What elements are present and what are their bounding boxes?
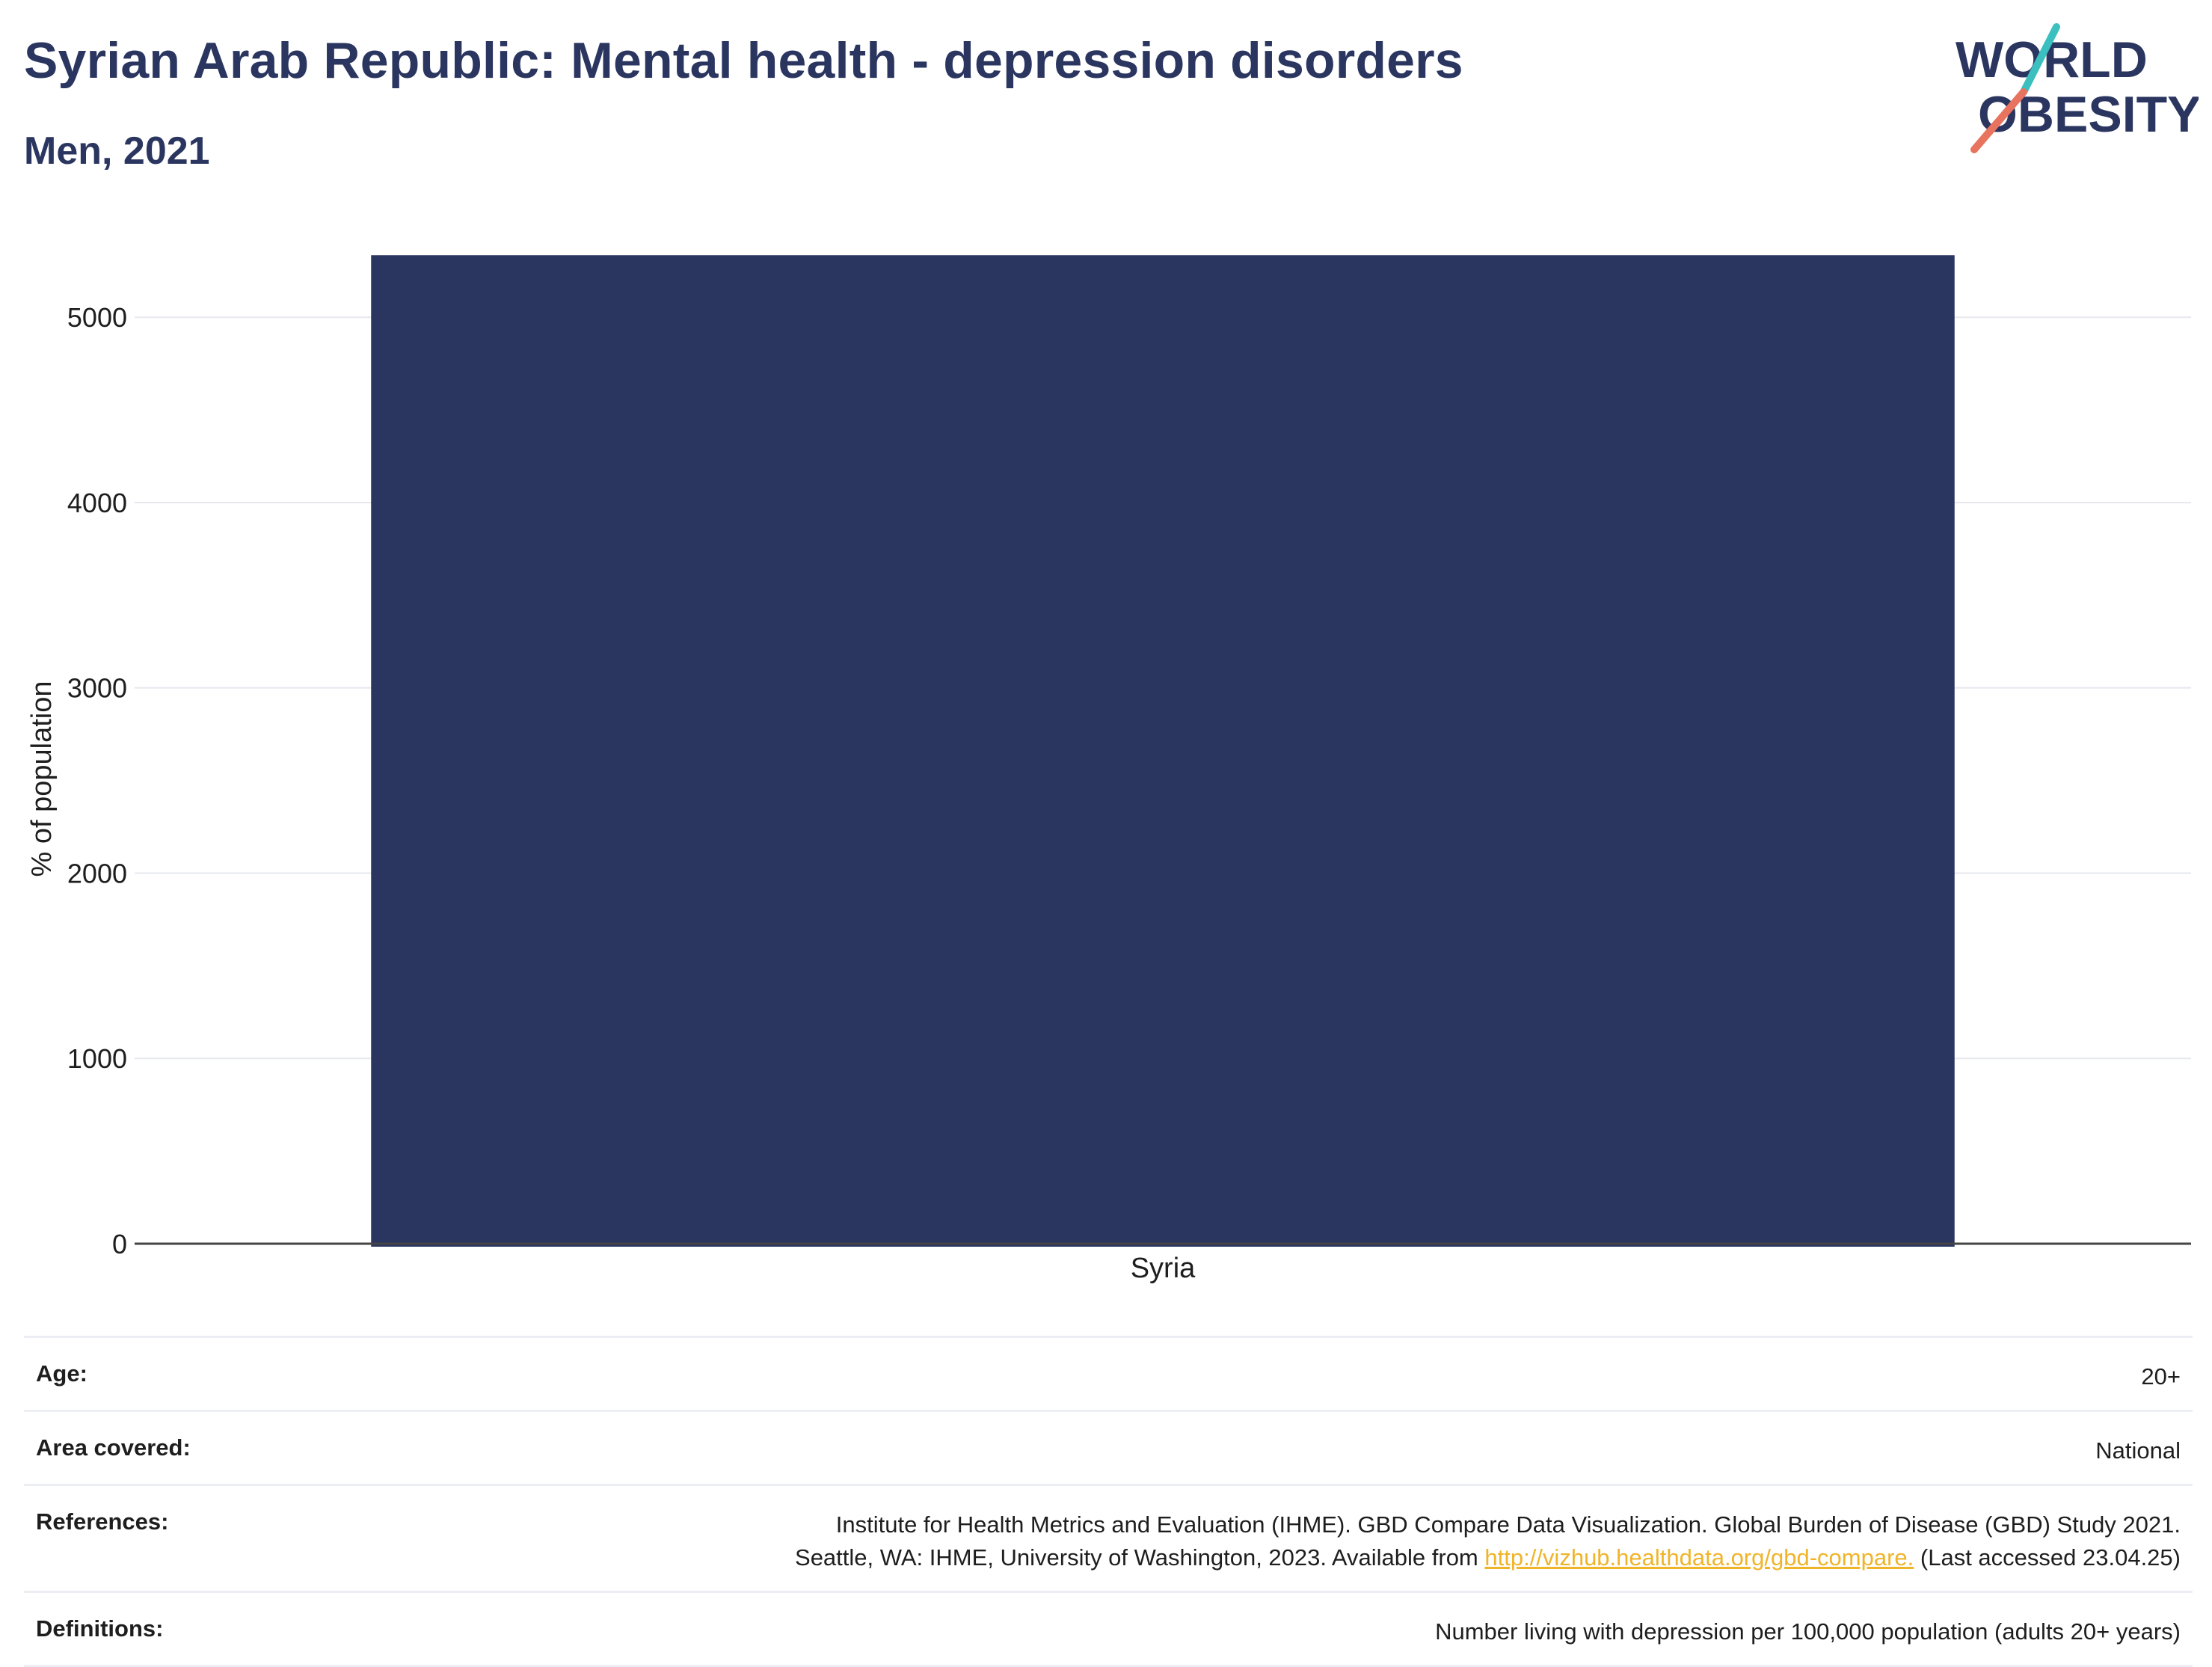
x-tick-label: Syria	[1131, 1253, 1196, 1284]
y-tick-label: 0	[112, 1229, 127, 1259]
y-tick-label: 5000	[67, 302, 127, 333]
references-line1: Institute for Health Metrics and Evaluat…	[835, 1511, 2181, 1538]
logo-slash-bottom	[1970, 88, 2027, 153]
references-line2-prefix: Seattle, WA: IHME, University of Washing…	[795, 1544, 1478, 1571]
bars	[371, 255, 1955, 1247]
bar-chart: 0 1000 2000 3000 4000 5000 Syria % of populat…	[26, 255, 2191, 1284]
references-link[interactable]: http://vizhub.healthdata.org/gbd-compare…	[1484, 1544, 1914, 1571]
y-tick-label: 4000	[67, 488, 127, 518]
references-line2-suffix: (Last accessed 23.04.25)	[1920, 1544, 2181, 1571]
y-tick-label: 2000	[67, 858, 127, 888]
y-axis-ticks: 0 1000 2000 3000 4000 5000	[67, 302, 127, 1259]
x-axis-ticks: Syria	[1131, 1253, 1196, 1284]
y-tick-label: 1000	[67, 1043, 127, 1074]
y-axis-label: % of population	[26, 681, 58, 877]
chart-subtitle: Men, 2021	[24, 129, 210, 173]
area-label: Area covered:	[36, 1434, 191, 1461]
chart-title: Syrian Arab Republic: Mental health - de…	[24, 32, 1463, 89]
info-row-age: Age: 20+	[24, 1336, 2193, 1410]
age-label: Age:	[36, 1360, 87, 1387]
references-value: Institute for Health Metrics and Evaluat…	[795, 1508, 2181, 1574]
references-label: References:	[36, 1508, 169, 1535]
world-obesity-logo: WORLD OBESITY	[1956, 23, 2199, 153]
info-row-definitions: Definitions: Number living with depressi…	[24, 1591, 2193, 1667]
y-tick-label: 3000	[67, 673, 127, 704]
logo-text-obesity: OBESITY	[1978, 86, 2199, 143]
info-row-area: Area covered: National	[24, 1410, 2193, 1484]
area-value: National	[2095, 1437, 2181, 1464]
info-row-references: References: Institute for Health Metrics…	[24, 1484, 2193, 1591]
age-value: 20+	[2141, 1363, 2181, 1390]
definitions-label: Definitions:	[36, 1615, 164, 1642]
bar-syria[interactable]	[371, 255, 1955, 1247]
logo-slash-top	[2020, 23, 2060, 96]
definitions-value: Number living with depression per 100,00…	[1435, 1618, 2181, 1645]
info-table: Age: 20+ Area covered: National Referenc…	[24, 1336, 2193, 1667]
